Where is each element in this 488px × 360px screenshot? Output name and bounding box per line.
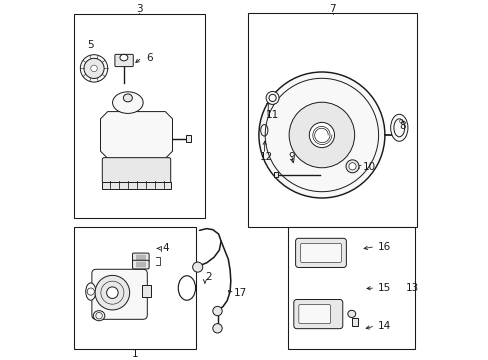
Text: 13: 13: [405, 283, 418, 293]
Circle shape: [80, 55, 107, 82]
Circle shape: [192, 262, 203, 272]
Circle shape: [309, 122, 334, 148]
Text: 5: 5: [87, 40, 93, 50]
Text: 14: 14: [377, 321, 390, 331]
Bar: [102, 182, 170, 189]
Bar: [273, 172, 277, 177]
Text: 6: 6: [146, 53, 153, 63]
Circle shape: [258, 72, 384, 198]
Text: 1: 1: [131, 348, 138, 359]
Text: 17: 17: [233, 288, 246, 298]
Bar: [247, 13, 416, 227]
Bar: [73, 227, 196, 349]
Text: 10: 10: [363, 162, 376, 172]
Ellipse shape: [93, 311, 104, 321]
Bar: [142, 285, 151, 297]
Polygon shape: [101, 112, 172, 158]
Text: 4: 4: [162, 243, 169, 253]
Circle shape: [91, 65, 97, 72]
Ellipse shape: [123, 94, 132, 102]
Text: 11: 11: [265, 110, 278, 120]
Bar: [73, 14, 204, 218]
FancyBboxPatch shape: [92, 269, 147, 319]
Text: 7: 7: [329, 4, 335, 14]
FancyBboxPatch shape: [132, 253, 149, 262]
Bar: [287, 227, 415, 349]
Circle shape: [84, 58, 104, 78]
Circle shape: [346, 160, 358, 173]
Circle shape: [265, 91, 279, 104]
Circle shape: [288, 102, 354, 168]
Circle shape: [106, 287, 118, 298]
FancyBboxPatch shape: [102, 158, 170, 184]
Text: 2: 2: [204, 272, 211, 282]
FancyBboxPatch shape: [298, 305, 330, 324]
Text: 9: 9: [287, 152, 294, 162]
Ellipse shape: [347, 310, 355, 318]
Text: 8: 8: [399, 121, 405, 131]
FancyBboxPatch shape: [115, 54, 133, 67]
Circle shape: [212, 306, 222, 316]
Circle shape: [212, 324, 222, 333]
FancyBboxPatch shape: [132, 260, 149, 269]
Text: 12: 12: [260, 152, 273, 162]
Ellipse shape: [120, 54, 127, 61]
Bar: [186, 135, 190, 142]
Ellipse shape: [390, 114, 407, 141]
Circle shape: [95, 275, 129, 310]
Ellipse shape: [85, 283, 96, 300]
Ellipse shape: [112, 92, 143, 113]
FancyBboxPatch shape: [293, 300, 342, 329]
FancyBboxPatch shape: [300, 243, 341, 262]
FancyBboxPatch shape: [295, 238, 346, 267]
Text: 3: 3: [136, 4, 142, 14]
Text: 15: 15: [377, 283, 390, 293]
Circle shape: [348, 163, 355, 170]
Bar: [351, 318, 358, 326]
Text: 16: 16: [377, 242, 390, 252]
